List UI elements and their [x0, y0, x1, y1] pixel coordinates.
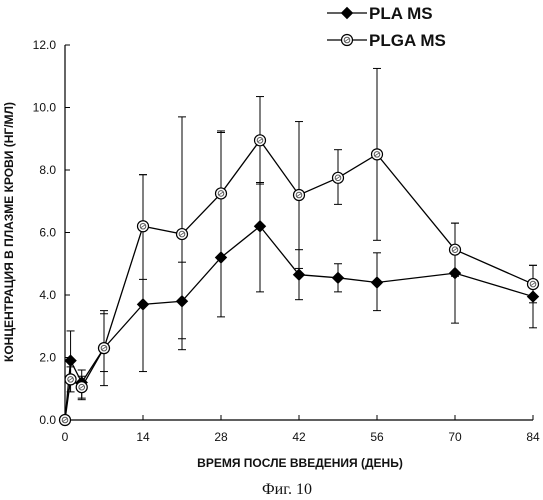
data-point	[333, 272, 344, 283]
y-tick-label: 6.0	[39, 226, 56, 240]
legend-label: PLA MS	[369, 4, 433, 23]
y-tick-label: 8.0	[39, 163, 56, 177]
series-plga-ms	[60, 68, 539, 425]
y-tick-label: 10.0	[33, 101, 57, 115]
data-point	[99, 343, 110, 354]
x-tick-label: 0	[62, 430, 69, 444]
data-point	[294, 190, 305, 201]
data-point	[528, 279, 539, 290]
y-axis-ticks: 0.0 2.0 4.0 6.0 8.0 10.0 12.0	[33, 38, 70, 427]
series-layer	[60, 68, 539, 425]
legend-marker	[342, 8, 353, 19]
legend: PLA MS PLGA MS	[327, 4, 446, 50]
y-tick-label: 4.0	[39, 288, 56, 302]
y-tick-label: 2.0	[39, 351, 56, 365]
data-point	[216, 188, 227, 199]
figure-caption: Фиг. 10	[262, 481, 312, 498]
x-axis-ticks: 0 14 28 42 56 70 84	[62, 415, 540, 444]
data-point	[372, 277, 383, 288]
legend-marker	[342, 35, 353, 46]
data-point	[372, 149, 383, 160]
x-tick-label: 14	[136, 430, 150, 444]
data-point	[65, 374, 76, 385]
x-tick-label: 84	[526, 430, 540, 444]
x-tick-label: 28	[214, 430, 228, 444]
x-tick-label: 70	[448, 430, 462, 444]
data-point	[255, 135, 266, 146]
data-point	[138, 221, 149, 232]
data-point	[177, 229, 188, 240]
x-tick-label: 42	[292, 430, 306, 444]
data-point	[76, 382, 87, 393]
data-point	[65, 355, 76, 366]
x-tick-label: 56	[370, 430, 384, 444]
data-point	[450, 244, 461, 255]
data-point	[60, 415, 71, 426]
y-axis-title: КОНЦЕНТРАЦИЯ В ПЛАЗМЕ КРОВИ (НГ/МЛ)	[2, 102, 16, 362]
x-axis-title: ВРЕМЯ ПОСЛЕ ВВЕДЕНИЯ (ДЕНЬ)	[197, 456, 403, 470]
legend-label: PLGA MS	[369, 31, 446, 50]
y-tick-label: 0.0	[39, 413, 56, 427]
data-point	[333, 172, 344, 183]
y-tick-label: 12.0	[33, 38, 57, 52]
